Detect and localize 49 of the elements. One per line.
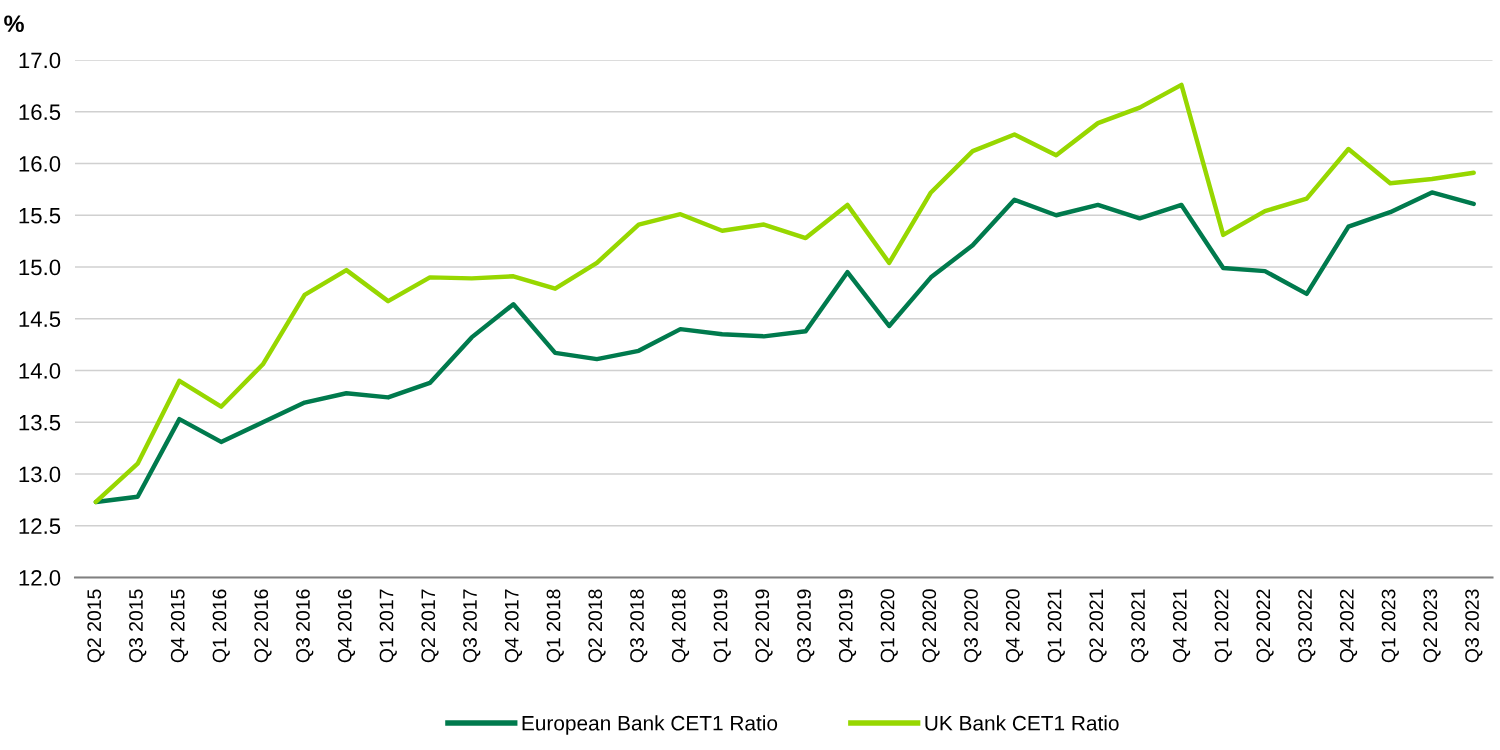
x-tick-label: Q4 2015 [170,589,189,663]
x-tick-label: Q4 2016 [337,589,356,663]
x-tick-label: Q4 2019 [838,589,857,663]
x-tick-label: Q4 2020 [1005,589,1024,663]
x-tick-label: Q1 2017 [379,589,397,663]
x-tick-label: Q4 2022 [1339,589,1358,663]
x-tick-label: Q2 2018 [588,589,606,663]
x-tick-label: Q1 2016 [212,589,230,663]
x-tick-label: Q1 2021 [1047,589,1065,663]
x-tick-label: Q2 2017 [421,589,439,663]
x-tick-label: Q3 2015 [129,589,147,663]
y-tick-label: 13.5 [19,414,61,431]
x-tick-label: Q2 2016 [254,589,272,663]
x-tick-label: Q3 2023 [1465,589,1483,663]
legend-label: UK Bank CET1 Ratio [925,715,1119,731]
x-tick-label: Q2 2020 [922,589,940,663]
y-tick-label: 13.0 [19,466,61,483]
x-tick-label: Q4 2017 [504,589,523,663]
x-tick-label: Q3 2022 [1298,589,1316,663]
x-tick-label: Q2 2023 [1423,589,1441,663]
y-tick-label: 16.0 [19,156,61,172]
x-tick-label: Q1 2022 [1214,589,1232,663]
x-tick-label: Q2 2019 [755,589,773,663]
x-tick-label: Q1 2019 [713,589,731,663]
legend-label: European Bank CET1 Ratio [522,715,778,735]
x-tick-label: Q2 2015 [87,589,105,663]
y-tick-label: 15.0 [19,259,61,276]
x-tick-label: Q1 2023 [1381,589,1399,663]
x-tick-label: Q3 2018 [630,589,648,663]
x-tick-label: Q1 2018 [546,589,564,663]
line-series [93,82,1476,505]
x-tick-label: Q2 2022 [1256,589,1274,663]
x-tick-label: Q4 2018 [671,589,690,663]
x-tick-label: Q3 2021 [1131,589,1149,663]
x-tick-label: Q4 2021 [1172,589,1191,663]
x-tick-label: Q3 2019 [797,589,815,663]
y-tick-label: 15.5 [19,208,61,224]
y-tick-label: 16.5 [19,104,61,121]
x-tick-label: Q1 2020 [880,589,898,663]
y-tick-label: 14.5 [19,311,61,328]
x-tick-label: Q3 2016 [296,589,314,663]
x-tick-label: Q2 2021 [1089,589,1107,663]
y-tick-label: 14.0 [19,363,61,379]
x-tick-label: Q3 2017 [463,589,481,663]
y-tick-label: 17.0 [19,52,61,69]
y-tick-label: 12.0 [19,570,61,586]
x-tick-label: Q3 2020 [964,589,982,663]
y-axis-title: % [4,15,24,32]
y-tick-label: 12.5 [19,518,61,535]
